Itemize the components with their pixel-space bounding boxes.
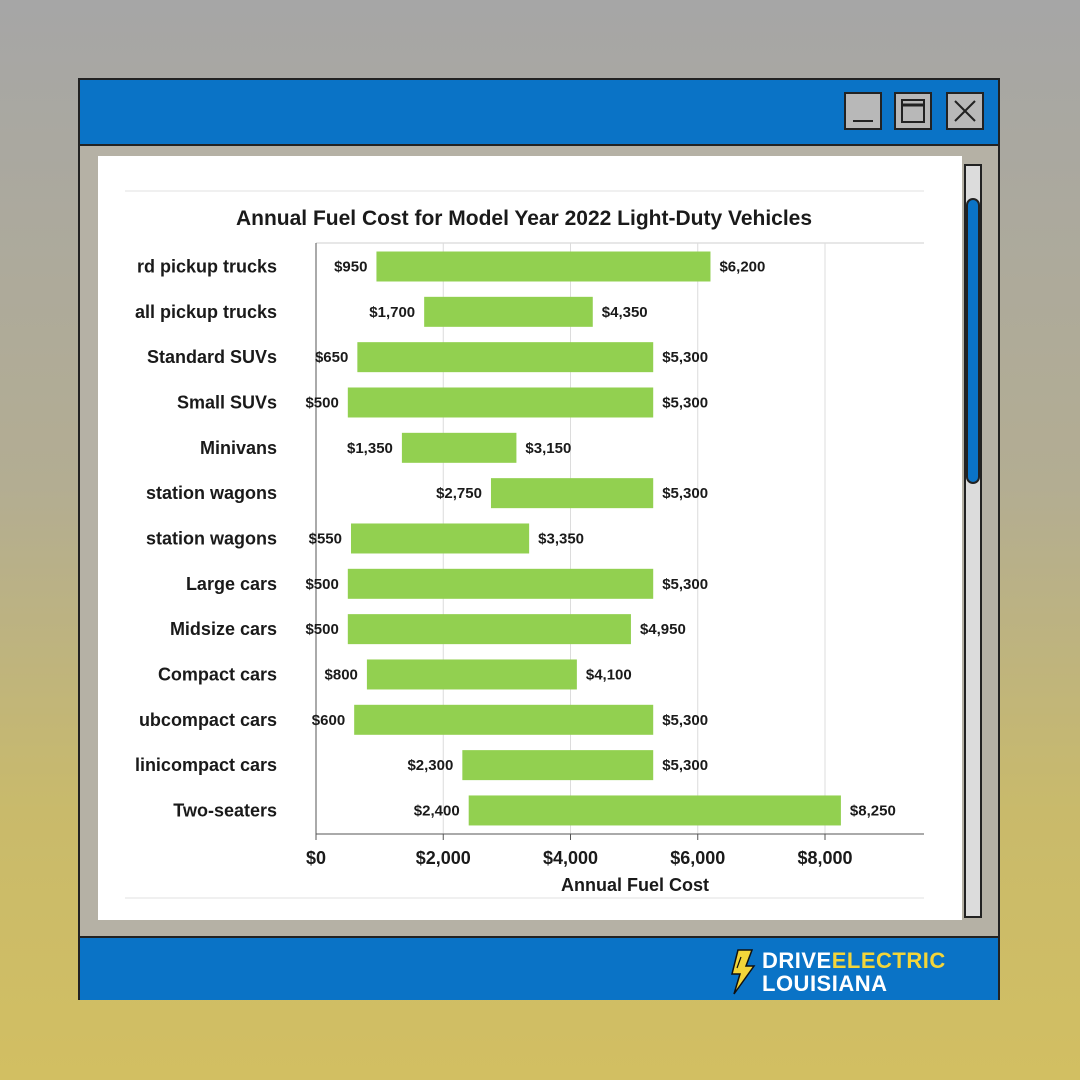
left-crop-mask	[98, 156, 125, 920]
bar-high-label: $5,300	[662, 485, 708, 502]
bar	[376, 251, 711, 282]
window-content: Annual Fuel Cost for Model Year 2022 Lig…	[80, 146, 998, 938]
bar	[347, 387, 654, 418]
close-button[interactable]	[946, 92, 984, 130]
category-label: station wagons	[146, 483, 277, 503]
category-label: Midsize cars	[170, 619, 277, 639]
bar-low-label: $550	[309, 530, 342, 547]
logo-line-1: DRIVEELECTRIC	[762, 950, 946, 972]
category-label: Two-seaters	[173, 800, 277, 820]
bar-high-label: $5,300	[662, 576, 708, 593]
bar-high-label: $3,350	[538, 530, 584, 547]
bar-low-label: $650	[315, 349, 348, 366]
category-label: ubcompact cars	[139, 710, 277, 730]
bar-high-label: $5,300	[662, 394, 708, 411]
bar	[490, 478, 654, 509]
x-tick-label: $6,000	[670, 848, 725, 868]
maximize-icon	[901, 99, 925, 123]
bar-high-label: $8,250	[850, 802, 896, 819]
category-label: Compact cars	[158, 664, 277, 684]
bar-low-label: $950	[334, 259, 367, 276]
app-window: Annual Fuel Cost for Model Year 2022 Lig…	[78, 78, 1000, 1000]
minimize-button[interactable]	[844, 92, 882, 130]
category-label: Minivans	[200, 438, 277, 458]
bar-low-label: $500	[305, 576, 338, 593]
right-crop-mask	[926, 156, 962, 920]
category-label: linicompact cars	[135, 755, 277, 775]
bar-high-label: $5,300	[662, 349, 708, 366]
chart-panel: Annual Fuel Cost for Model Year 2022 Lig…	[98, 156, 962, 920]
bar-low-label: $1,700	[369, 304, 415, 321]
bar-low-label: $500	[305, 621, 338, 638]
bar-low-label: $500	[305, 394, 338, 411]
x-tick-label: $0	[306, 848, 326, 868]
x-axis-title: Annual Fuel Cost	[561, 875, 709, 895]
chart: Annual Fuel Cost for Model Year 2022 Lig…	[98, 156, 962, 920]
bar	[347, 568, 654, 599]
title-bar	[80, 80, 998, 146]
bar-high-label: $5,300	[662, 712, 708, 729]
bar-low-label: $800	[325, 666, 358, 683]
vertical-scrollbar[interactable]	[964, 164, 982, 918]
bar-high-label: $3,150	[525, 440, 571, 457]
close-icon	[954, 100, 976, 122]
logo-word-electric: ELECTRIC	[831, 948, 946, 973]
x-tick-label: $8,000	[797, 848, 852, 868]
bar-low-label: $2,300	[407, 757, 453, 774]
category-label: Small SUVs	[177, 392, 277, 412]
category-label: all pickup trucks	[135, 302, 277, 322]
bar	[357, 342, 654, 373]
chart-title: Annual Fuel Cost for Model Year 2022 Lig…	[236, 207, 812, 230]
bar	[462, 750, 654, 781]
category-label: Large cars	[186, 574, 277, 594]
bar	[366, 659, 577, 690]
bar-high-label: $5,300	[662, 757, 708, 774]
bar	[350, 523, 530, 554]
logo-word-drive: DRIVE	[762, 948, 832, 973]
bar-low-label: $2,750	[436, 485, 482, 502]
scroll-thumb[interactable]	[966, 198, 980, 484]
logo-word-louisiana: LOUISIANA	[762, 971, 888, 996]
footer-bar: DRIVEELECTRIC LOUISIANA	[80, 936, 998, 1000]
bar	[424, 296, 593, 327]
bar-low-label: $1,350	[347, 440, 393, 457]
bar-high-label: $4,350	[602, 304, 648, 321]
bar-high-label: $6,200	[719, 259, 765, 276]
drive-electric-louisiana-logo: DRIVEELECTRIC LOUISIANA	[728, 946, 978, 996]
bar-high-label: $4,100	[586, 666, 632, 683]
bar	[401, 432, 517, 463]
bar-low-label: $600	[312, 712, 345, 729]
bar	[354, 704, 654, 735]
category-label: Standard SUVs	[147, 347, 277, 367]
bar	[347, 614, 631, 645]
x-tick-label: $2,000	[416, 848, 471, 868]
bar-high-label: $4,950	[640, 621, 686, 638]
bar-low-label: $2,400	[414, 802, 460, 819]
bar	[468, 795, 841, 826]
maximize-button[interactable]	[894, 92, 932, 130]
lightning-bolt-icon	[731, 949, 756, 995]
category-label: station wagons	[146, 528, 277, 548]
category-label: rd pickup trucks	[137, 257, 277, 277]
minimize-icon	[853, 120, 873, 122]
x-tick-label: $4,000	[543, 848, 598, 868]
